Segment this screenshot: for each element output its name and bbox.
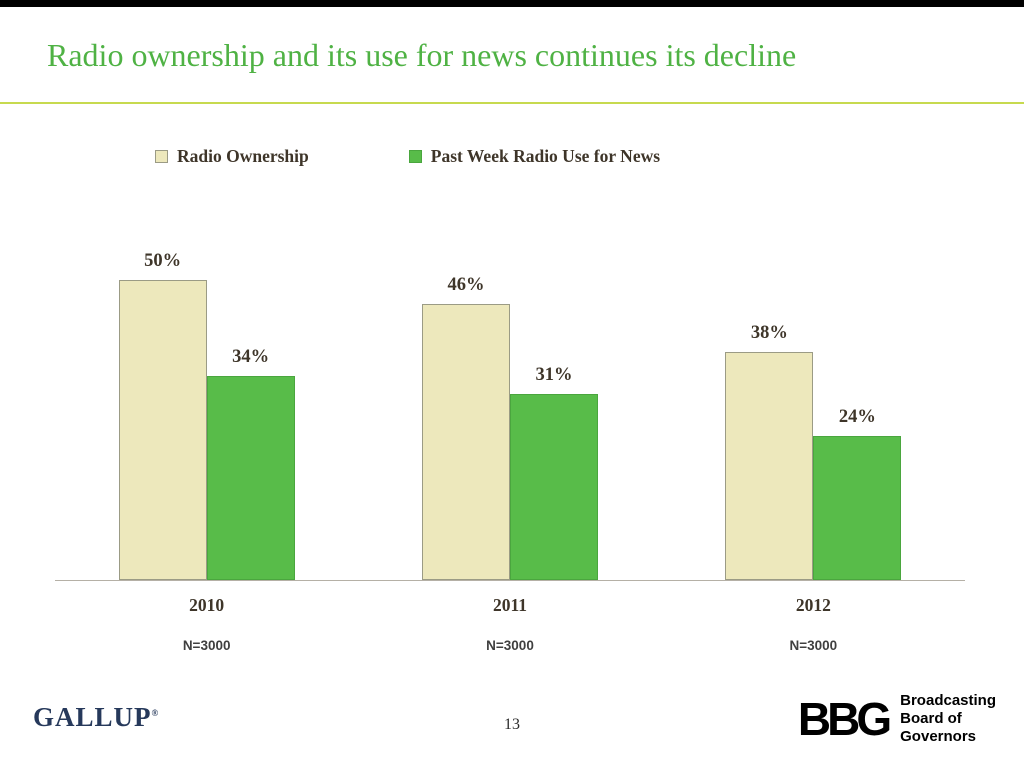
chart-legend: Radio Ownership Past Week Radio Use for … [155,146,660,167]
bbg-text-line-1: Broadcasting [900,692,996,709]
bbg-logo-text: Broadcasting Board of Governors [900,692,996,746]
x-axis-label-2011: 2011 [492,595,528,615]
gallup-wordmark: GALLUP [33,702,152,732]
bar-2011-ownership [422,304,510,580]
x-axis-label-2012: 2012 [795,595,831,615]
plot-area: 50% 34% 2010 N=3000 46% 31% 2011 N=3000 38% 24% 20… [55,230,965,653]
legend-item-ownership: Radio Ownership [155,146,309,167]
bar-value-label: 31% [535,365,573,385]
bar-2012-news-use [813,436,902,580]
legend-label-news-use: Past Week Radio Use for News [430,146,661,166]
sample-size-label-2012: N=3000 [789,638,838,653]
legend-swatch-ownership [155,150,168,163]
bar-2012-ownership [725,352,814,580]
x-axis-label-2010: 2010 [189,595,225,615]
bbg-text-line-3: Governors [900,728,976,745]
slide-title: Radio ownership and its use for news con… [47,37,797,74]
bar-value-label: 34% [232,347,270,367]
sample-size-label-2011: N=3000 [486,638,534,653]
legend-label-ownership: Radio Ownership [177,146,309,166]
title-divider [0,102,1024,104]
legend-item-news-use: Past Week Radio Use for News [408,146,661,167]
gallup-logo: GALLUP® [33,702,159,733]
bar-value-label: 38% [750,323,788,343]
bbg-text-line-2: Board of [900,710,962,727]
bbg-acronym: BBG [797,693,892,745]
bar-2010-ownership [118,280,207,580]
bar-value-label: 46% [447,275,485,295]
registered-mark: ® [151,708,160,718]
top-border-bar [0,0,1024,7]
bar-2011-news-use [510,394,598,580]
bar-2010-news-use [206,376,295,580]
page-number: 13 [504,716,520,733]
bar-value-label: 50% [144,251,182,271]
bar-value-label: 24% [838,407,876,427]
sample-size-label-2010: N=3000 [182,638,231,653]
bbg-logo: BBG Broadcasting Board of Governors [798,692,996,746]
legend-swatch-news-use [408,150,422,163]
